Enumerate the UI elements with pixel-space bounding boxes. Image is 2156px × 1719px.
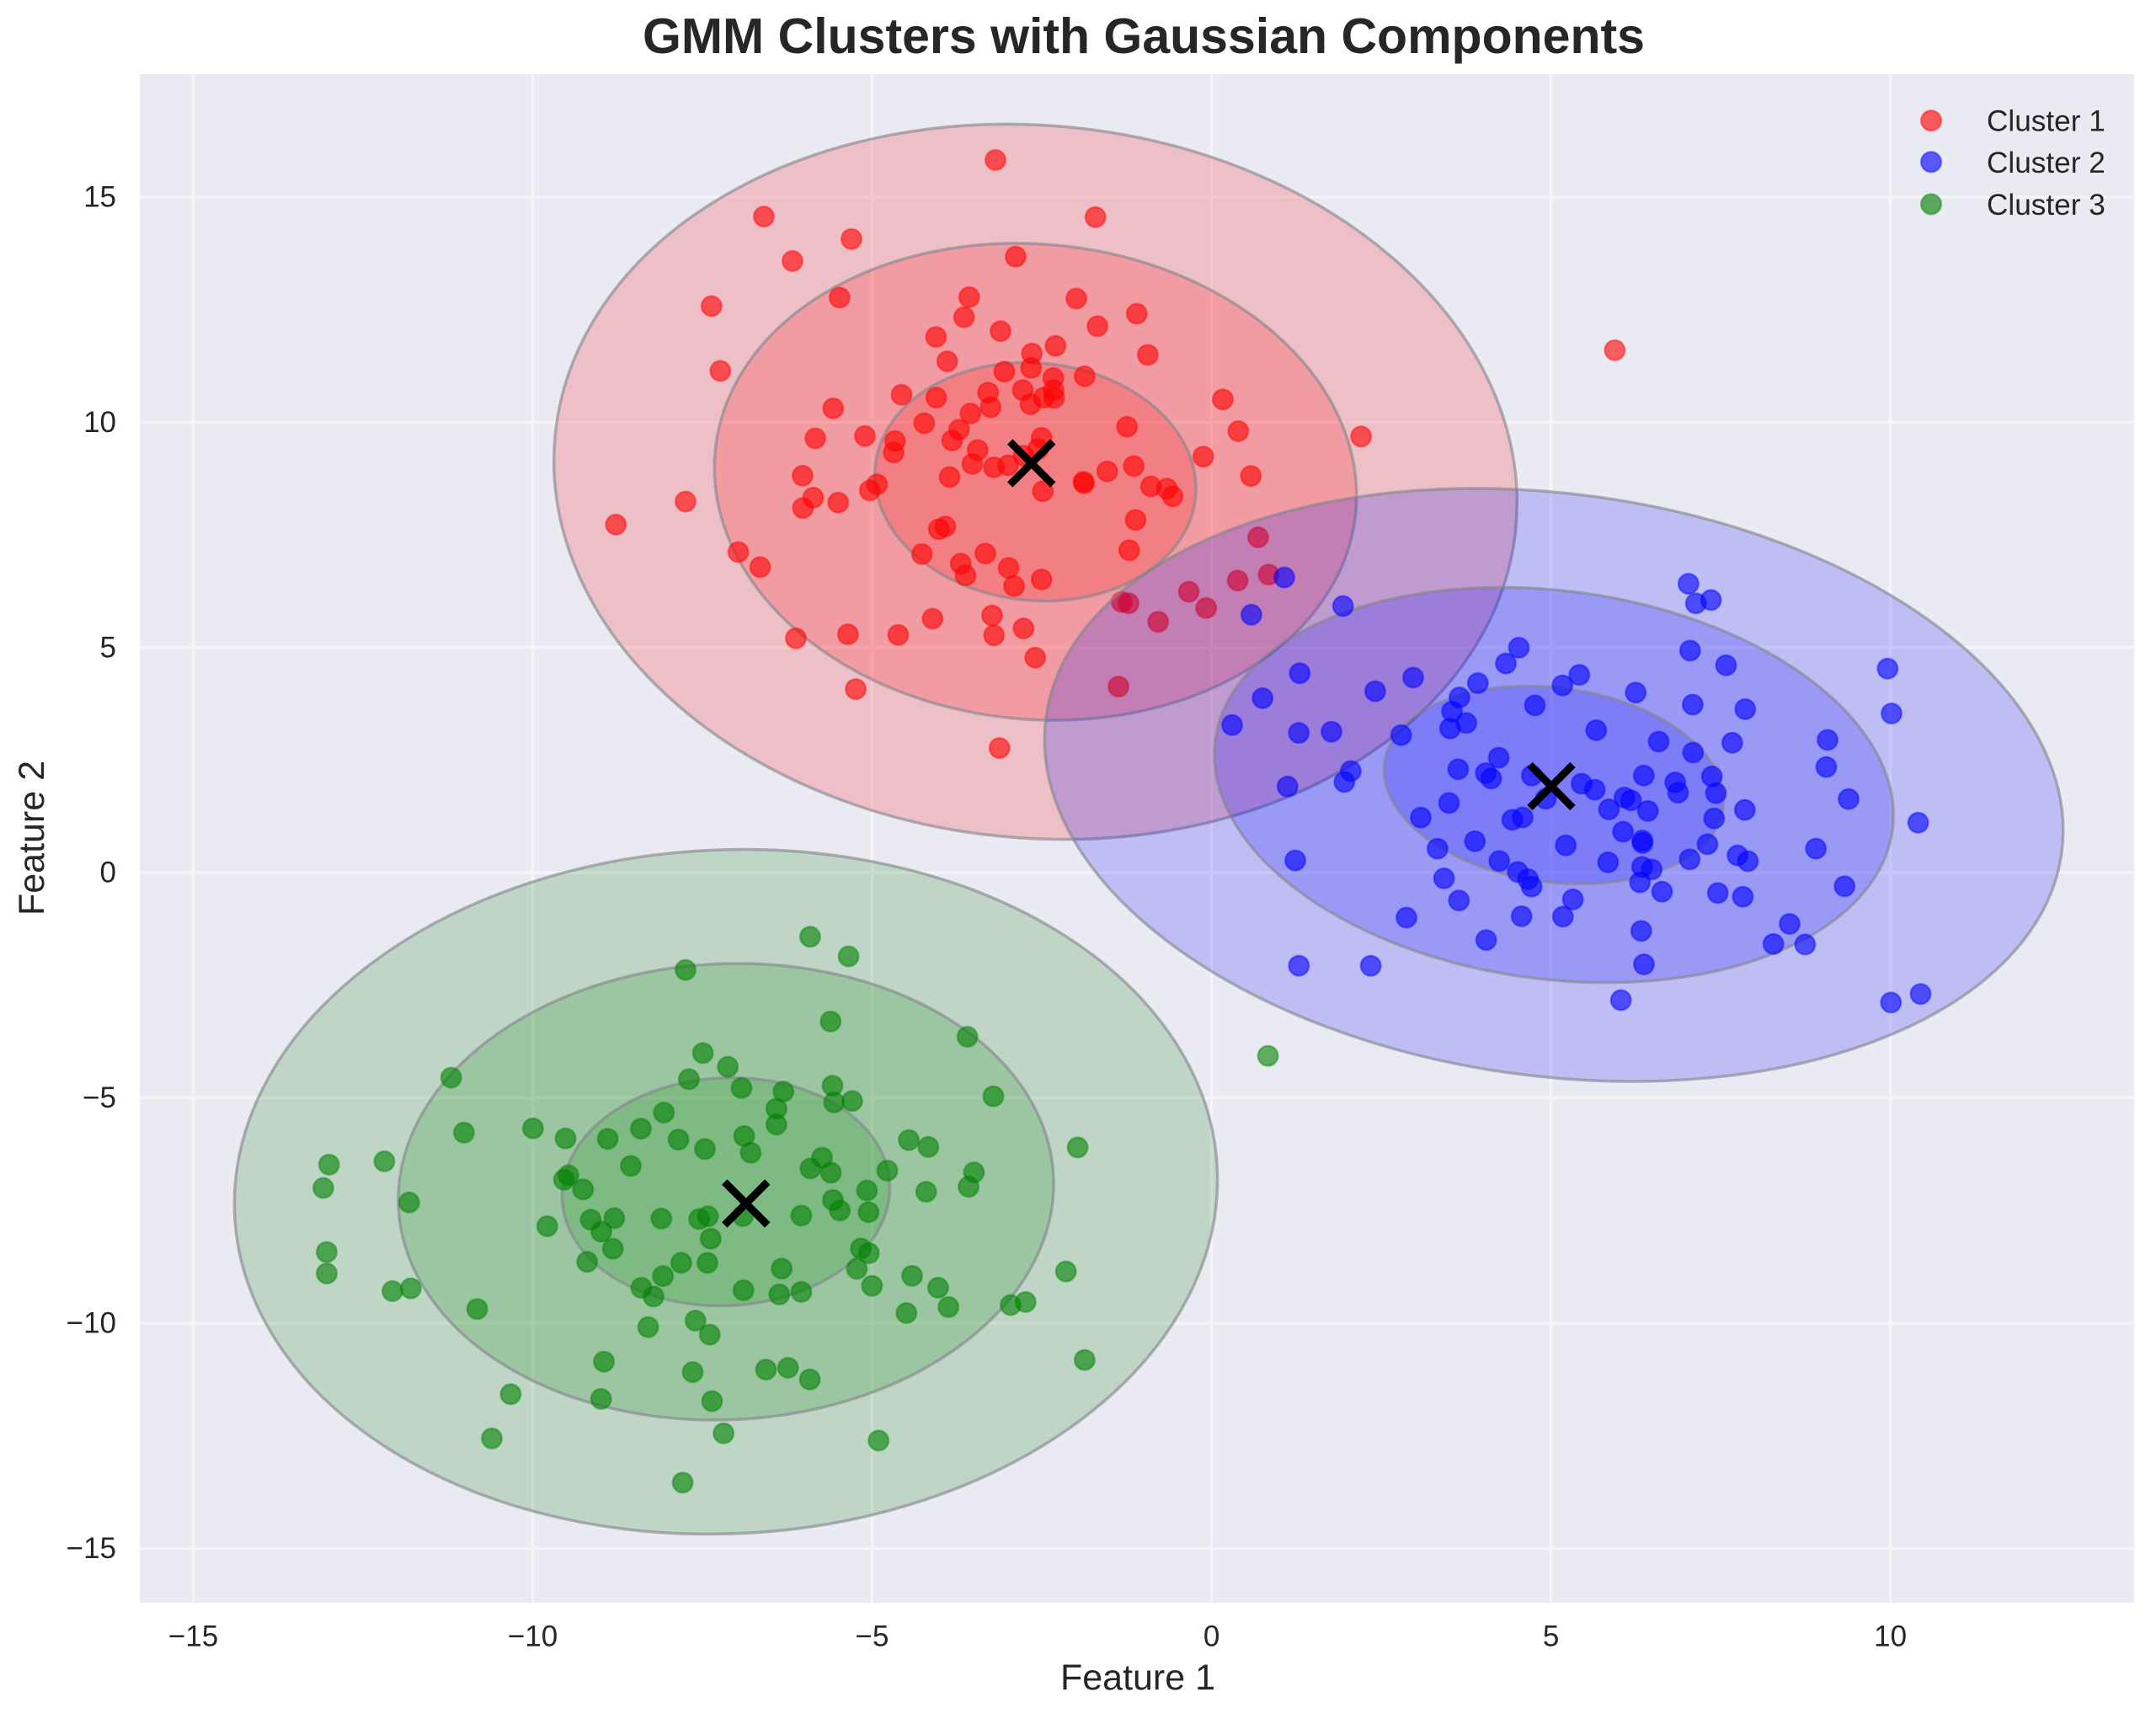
svg-text:5: 5 (100, 631, 116, 664)
svg-text:−15: −15 (67, 1532, 116, 1565)
svg-text:GMM Clusters with Gaussian Com: GMM Clusters with Gaussian Components (643, 8, 1645, 64)
svg-text:0: 0 (1203, 1620, 1219, 1653)
svg-text:Cluster 3: Cluster 3 (1987, 189, 2105, 222)
svg-text:−5: −5 (856, 1620, 889, 1653)
svg-text:10: 10 (83, 406, 116, 439)
svg-text:Feature 2: Feature 2 (12, 761, 52, 916)
svg-text:Cluster 2: Cluster 2 (1987, 147, 2105, 179)
svg-text:Feature 1: Feature 1 (1060, 1658, 1215, 1698)
svg-text:Cluster 1: Cluster 1 (1987, 105, 2105, 138)
svg-text:15: 15 (83, 181, 116, 214)
svg-text:10: 10 (1874, 1620, 1907, 1653)
svg-text:−5: −5 (83, 1081, 116, 1114)
svg-text:5: 5 (1543, 1620, 1559, 1653)
svg-text:−10: −10 (508, 1620, 558, 1653)
svg-text:−10: −10 (67, 1307, 116, 1340)
svg-text:−15: −15 (168, 1620, 218, 1653)
svg-text:0: 0 (100, 857, 116, 889)
